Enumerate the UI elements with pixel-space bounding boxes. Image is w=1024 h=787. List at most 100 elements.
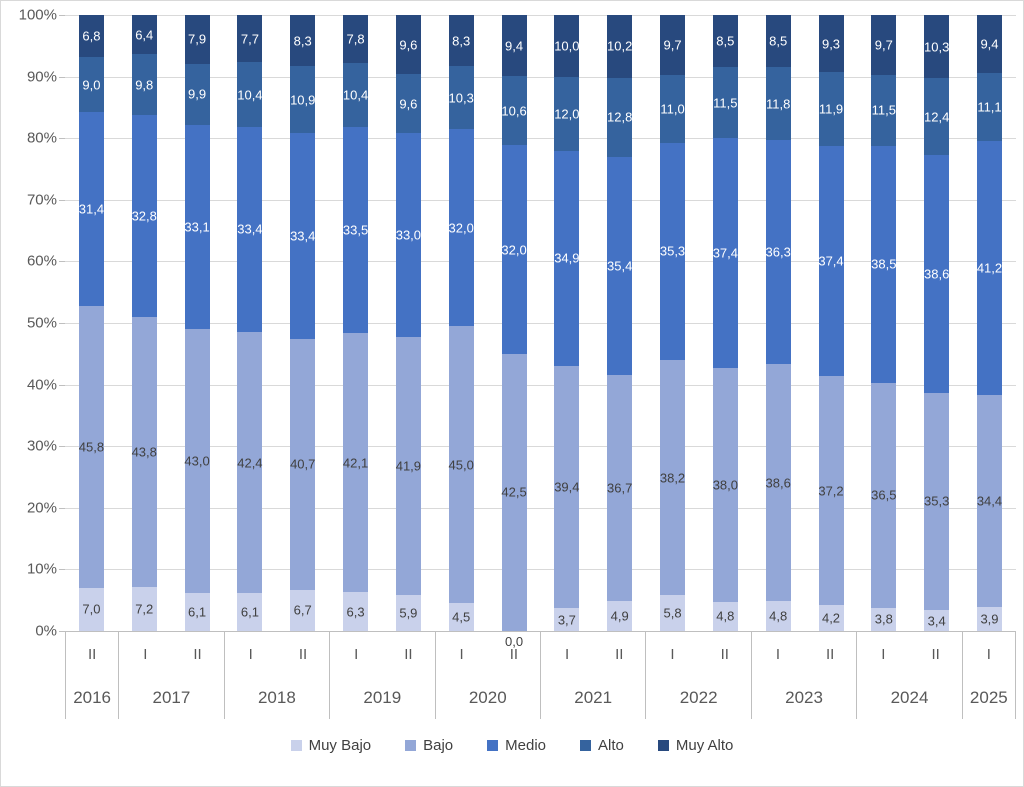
bar-slot-2018-I: 7,7 10,4 33,4 42,4 6,1 (223, 15, 276, 631)
year-group-2021: I II 2021 (539, 632, 645, 719)
bar-2017-I: 6,4 9,8 32,8 43,8 7,2 (132, 15, 157, 631)
y-tick (59, 507, 65, 509)
segment-bajo: 43,0 (184, 328, 210, 594)
segment-alto: 11,1 (976, 72, 1002, 142)
periods-row: I (963, 632, 1015, 677)
segment-muy-alto: 8,5 (712, 15, 738, 68)
bar-2018-I: 7,7 10,4 33,4 42,4 6,1 (237, 15, 263, 631)
data-label: 4,9 (610, 608, 629, 624)
segment-alto: 11,5 (871, 74, 897, 146)
y-tick (59, 569, 65, 571)
segment-muy-alto: 9,4 (501, 15, 527, 77)
data-label: 35,4 (607, 258, 633, 274)
y-axis-label: 50% (26, 314, 57, 332)
segment-medio: 33,4 (290, 133, 315, 340)
data-label: 43,8 (131, 444, 157, 460)
segment-bajo: 36,7 (607, 374, 632, 601)
segment-alto: 11,5 (712, 67, 738, 138)
segment-medio: 38,6 (924, 154, 949, 393)
year-group-2017: I II 2017 (118, 632, 223, 719)
segment-muy-alto: 6,4 (131, 15, 157, 55)
bar-2020-I: 8,3 10,3 32,0 45,0 4,5 (449, 15, 474, 631)
segment-medio: 36,3 (766, 140, 791, 364)
period-label: I (143, 646, 148, 663)
bar-2017-II: 7,9 9,9 33,1 43,0 6,1 (184, 15, 210, 631)
segment-medio: 35,4 (607, 156, 633, 375)
bar-2024-II: 10,3 12,4 38,6 35,3 3,4 (924, 15, 949, 631)
year-group-2023: I II 2023 (750, 632, 856, 719)
data-label: 9,4 (980, 36, 999, 52)
period-label: II (826, 646, 835, 663)
year-group-2024: I II 2024 (856, 632, 961, 719)
year-label: 2018 (257, 688, 296, 707)
year-label: 2024 (890, 688, 929, 707)
segment-muy-bajo: 3,4 (924, 610, 950, 631)
bar-2025-I: 9,4 11,1 41,2 34,4 3,9 (977, 15, 1002, 631)
y-tick (59, 323, 65, 324)
gridline (65, 15, 1016, 16)
segment-bajo: 38,6 (766, 363, 791, 602)
data-label: 10,4 (237, 87, 263, 102)
year-label: 2020 (468, 688, 507, 707)
bar-slot-2022-I: 9,7 11,0 35,3 38,2 5,8 (646, 15, 699, 631)
data-label: 37,2 (818, 483, 844, 499)
bars-container: 6,8 9,0 31,4 45,8 7,0 6,4 9,8 32,8 43,8 7,2 7,9 9,9… (65, 15, 1016, 649)
year-group-2020: I II 2020 (434, 632, 540, 719)
data-label: 9,6 (399, 96, 418, 112)
bar-2019-II: 9,6 9,6 33,0 41,9 5,9 (396, 15, 421, 631)
data-label: 12,0 (554, 106, 580, 122)
bar-slot-2023-II: 9,3 11,9 37,4 37,2 4,2 (805, 15, 858, 631)
segment-medio: 33,4 (237, 126, 263, 333)
data-label: 31,4 (78, 201, 105, 217)
period-label: II (931, 646, 940, 663)
bar-slot-2019-I: 7,8 10,4 33,5 42,1 6,3 (329, 15, 382, 631)
bar-2022-II: 8,5 11,5 37,4 38,0 4,8 (713, 15, 738, 631)
data-label: 10,2 (607, 38, 633, 54)
periods-row: I II (646, 632, 750, 677)
legend-label: Alto (598, 737, 624, 754)
period-label: I (775, 646, 781, 663)
data-label: 42,5 (501, 484, 527, 500)
segment-muy-alto: 9,3 (818, 15, 844, 73)
data-label: 11,1 (977, 99, 1002, 115)
data-label: 32,0 (501, 242, 527, 258)
data-label: 6,8 (82, 28, 101, 44)
data-label: 9,6 (399, 37, 418, 53)
data-label: 3,7 (557, 612, 576, 628)
year-group-2016: II 2016 (65, 632, 118, 719)
data-label: 32,0 (448, 220, 474, 236)
period-label: I (881, 646, 886, 663)
segment-muy-bajo: 6,1 (184, 593, 210, 631)
data-label: 35,3 (659, 243, 686, 259)
segment-alto: 12,4 (924, 78, 949, 155)
period-label: II (87, 646, 97, 663)
segment-muy-alto: 9,7 (660, 15, 686, 75)
data-label: 34,9 (554, 250, 580, 266)
periods-row: I II (541, 632, 645, 677)
data-label: 6,7 (293, 602, 312, 618)
data-label: 40,7 (290, 456, 316, 472)
data-label: 6,1 (188, 604, 207, 620)
periods-row: I II (752, 632, 856, 677)
segment-bajo: 36,5 (871, 382, 896, 608)
segment-muy-alto: 7,9 (184, 15, 210, 64)
segment-alto: 11,9 (818, 72, 844, 146)
segment-muy-alto: 10,2 (607, 15, 632, 78)
x-axis: II 2016 I II 2017 I II 2018 I II 2019 I II 2020 I II 202… (65, 631, 1016, 719)
segment-bajo: 45,0 (449, 326, 474, 604)
segment-muy-bajo: 6,1 (237, 593, 263, 631)
segment-bajo: 45,8 (79, 305, 104, 588)
bar-2016-II: 6,8 9,0 31,4 45,8 7,0 (79, 15, 104, 631)
bar-slot-2019-II: 9,6 9,6 33,0 41,9 5,9 (382, 15, 435, 631)
segment-muy-bajo: 3,8 (871, 607, 897, 631)
year-group-2022: I II 2022 (645, 632, 750, 719)
data-label: 4,8 (769, 608, 788, 624)
gridline (65, 569, 1016, 571)
legend-swatch-icon (580, 740, 592, 751)
bar-slot-2018-II: 8,3 10,9 33,4 40,7 6,7 (276, 15, 329, 631)
data-label: 9,4 (504, 38, 524, 54)
segment-muy-alto: 9,4 (976, 15, 1002, 73)
data-label: 6,1 (240, 604, 259, 620)
gridline (65, 138, 1016, 140)
data-label: 8,5 (769, 33, 788, 49)
